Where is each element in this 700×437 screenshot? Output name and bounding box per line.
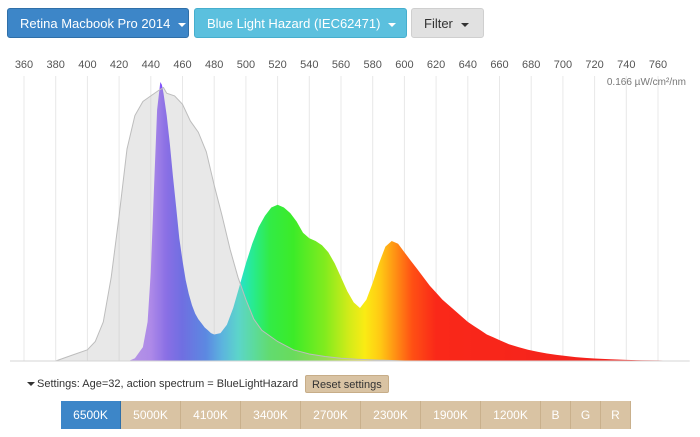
x-tick-label: 600 — [395, 59, 413, 71]
temperature-button-6500k[interactable]: 6500K — [61, 401, 121, 429]
temperature-button-1200k[interactable]: 1200K — [481, 401, 541, 429]
temperature-button-5000k[interactable]: 5000K — [121, 401, 181, 429]
x-tick-label: 500 — [237, 59, 255, 71]
x-tick-label: 560 — [332, 59, 350, 71]
spectrum-chart: 360 380 400 420 440 460 480 500 520 540 560 580 600 6… — [10, 59, 690, 362]
reset-settings-button[interactable]: Reset settings — [305, 375, 389, 393]
temperature-button-b[interactable]: B — [541, 401, 571, 429]
blue-light-hazard-area — [55, 86, 405, 362]
x-tick-label: 740 — [617, 59, 635, 71]
spectrum-areas — [55, 82, 687, 362]
settings-toggle-icon[interactable] — [27, 382, 35, 386]
temperature-button-2700k[interactable]: 2700K — [301, 401, 361, 429]
x-tick-label: 420 — [110, 59, 128, 71]
x-tick-label: 680 — [522, 59, 540, 71]
temperature-button-g[interactable]: G — [571, 401, 601, 429]
x-tick-label: 380 — [47, 59, 65, 71]
x-tick-label: 660 — [490, 59, 508, 71]
y-max-label: 0.166 µW/cm²/nm — [607, 77, 686, 88]
temperature-button-r[interactable]: R — [601, 401, 631, 429]
hazard-label: Blue Light Hazard (IEC62471) — [207, 16, 381, 31]
x-tick-label: 360 — [15, 59, 33, 71]
x-axis-ticks: 360 380 400 420 440 460 480 500 520 540 560 580 600 6… — [15, 59, 667, 71]
chevron-down-icon — [460, 22, 469, 27]
x-tick-label: 700 — [554, 59, 572, 71]
temperature-button-1900k[interactable]: 1900K — [421, 401, 481, 429]
x-tick-label: 480 — [205, 59, 223, 71]
hazard-dropdown[interactable]: Blue Light Hazard (IEC62471) — [194, 8, 407, 38]
x-tick-label: 760 — [649, 59, 667, 71]
x-tick-label: 540 — [300, 59, 318, 71]
x-tick-label: 580 — [364, 59, 382, 71]
color-temperature-bar: 6500K 5000K 4100K 3400K 2700K 2300K 1900K 1200K… — [61, 401, 631, 429]
x-tick-label: 720 — [585, 59, 603, 71]
device-label: Retina Macbook Pro 2014 — [20, 16, 171, 31]
chevron-down-icon — [178, 22, 187, 27]
x-tick-label: 640 — [459, 59, 477, 71]
display-spectrum-area — [128, 82, 687, 361]
device-dropdown[interactable]: Retina Macbook Pro 2014 — [7, 8, 189, 38]
x-tick-label: 440 — [142, 59, 160, 71]
x-tick-label: 400 — [78, 59, 96, 71]
temperature-button-2300k[interactable]: 2300K — [361, 401, 421, 429]
x-tick-label: 460 — [173, 59, 191, 71]
filter-label: Filter — [424, 16, 453, 31]
chevron-down-icon — [388, 22, 397, 27]
temperature-button-3400k[interactable]: 3400K — [241, 401, 301, 429]
x-tick-label: 620 — [427, 59, 445, 71]
x-tick-label: 520 — [268, 59, 286, 71]
filter-dropdown[interactable]: Filter — [411, 8, 484, 38]
temperature-button-4100k[interactable]: 4100K — [181, 401, 241, 429]
settings-text[interactable]: Settings: Age=32, action spectrum = Blue… — [37, 378, 299, 390]
